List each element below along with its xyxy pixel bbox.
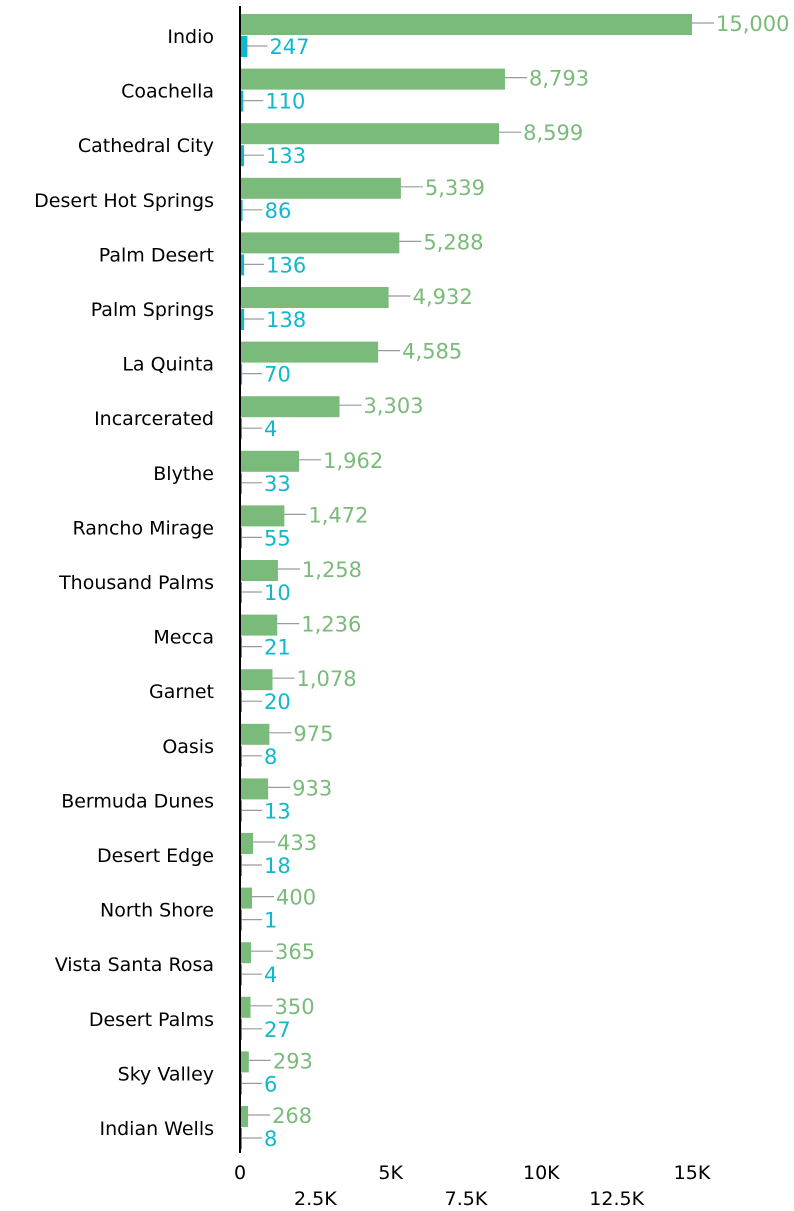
bar-series-1 <box>240 888 252 909</box>
data-label-series-1: 400 <box>276 886 316 910</box>
category-label: Sky Valley <box>118 1063 214 1085</box>
bar-series-1 <box>240 396 340 417</box>
bar-series-1 <box>240 123 499 144</box>
bar-series-1 <box>240 342 378 363</box>
bar-series-1 <box>240 560 278 581</box>
bar-series-1 <box>240 997 251 1018</box>
category-label: Indio <box>167 26 214 48</box>
data-label-series-1: 15,000 <box>716 12 789 36</box>
bar-series-2 <box>240 36 247 57</box>
data-label-series-2: 136 <box>266 253 306 277</box>
data-label-series-2: 247 <box>269 35 309 59</box>
bar-series-1 <box>240 287 389 308</box>
category-label: Palm Desert <box>99 244 214 266</box>
data-label-series-1: 4,932 <box>413 285 473 309</box>
category-label: Thousand Palms <box>58 572 214 594</box>
category-label: Mecca <box>153 627 214 649</box>
category-label: Rancho Mirage <box>73 517 215 539</box>
x-tick-label: 2.5K <box>294 1188 337 1210</box>
x-tick-label: 5K <box>378 1162 403 1184</box>
x-tick-label: 12.5K <box>589 1188 644 1210</box>
category-label: Cathedral City <box>78 135 214 157</box>
bar-series-1 <box>240 833 253 854</box>
data-label-series-1: 3,303 <box>364 394 424 418</box>
category-label: Coachella <box>121 81 214 103</box>
category-label: Indian Wells <box>99 1118 214 1140</box>
bar-series-1 <box>240 451 299 472</box>
data-label-series-1: 293 <box>273 1049 313 1073</box>
x-tick-label: 15K <box>674 1162 711 1184</box>
bar-series-1 <box>240 1051 249 1072</box>
data-label-series-1: 5,339 <box>425 176 485 200</box>
data-label-series-2: 21 <box>264 636 291 660</box>
category-label: Incarcerated <box>94 408 214 430</box>
bar-series-1 <box>240 778 268 799</box>
data-label-series-2: 20 <box>264 690 291 714</box>
category-label: Vista Santa Rosa <box>55 954 214 976</box>
x-tick-label: 7.5K <box>445 1188 488 1210</box>
category-label: Desert Hot Springs <box>34 190 214 212</box>
bar-series-1 <box>240 69 505 90</box>
data-label-series-2: 86 <box>265 199 292 223</box>
data-label-series-2: 4 <box>264 417 277 441</box>
category-label: Bermuda Dunes <box>61 790 214 812</box>
data-label-series-1: 933 <box>292 776 332 800</box>
category-label: Desert Palms <box>89 1009 214 1031</box>
category-label: Garnet <box>149 681 214 703</box>
data-label-series-2: 6 <box>264 1072 277 1096</box>
data-label-series-2: 133 <box>266 144 306 168</box>
data-label-series-2: 4 <box>264 963 277 987</box>
data-label-series-1: 268 <box>272 1104 312 1128</box>
data-label-series-2: 18 <box>264 854 291 878</box>
data-label-series-1: 8,793 <box>529 67 589 91</box>
data-label-series-2: 27 <box>264 1018 291 1042</box>
data-label-series-1: 1,078 <box>296 667 356 691</box>
data-label-series-1: 1,236 <box>301 613 361 637</box>
category-label: La Quinta <box>122 354 214 376</box>
category-label: North Shore <box>100 900 214 922</box>
data-label-series-1: 350 <box>275 995 315 1019</box>
data-label-series-1: 975 <box>293 722 333 746</box>
bar-series-1 <box>240 669 272 690</box>
category-label: Oasis <box>162 736 214 758</box>
bar-series-1 <box>240 178 401 199</box>
category-label: Desert Edge <box>97 845 214 867</box>
data-label-series-2: 70 <box>264 363 291 387</box>
data-label-series-1: 365 <box>275 940 315 964</box>
category-labels: Indio Coachella Cathedral City Desert Hot S… <box>34 26 214 1140</box>
x-axis-ticks: 0 2.5K 5K 7.5K 10K 12.5K 15K <box>234 1162 711 1210</box>
data-label-series-2: 138 <box>266 308 306 332</box>
bar-series-1 <box>240 942 251 963</box>
x-tick-label: 10K <box>523 1162 560 1184</box>
data-label-series-1: 8,599 <box>523 121 583 145</box>
data-label-series-2: 10 <box>264 581 291 605</box>
data-label-series-2: 33 <box>264 472 291 496</box>
data-label-series-1: 433 <box>277 831 317 855</box>
category-label: Palm Springs <box>91 299 214 321</box>
data-label-series-1: 4,585 <box>402 340 462 364</box>
data-label-series-2: 110 <box>265 90 305 114</box>
data-label-series-2: 13 <box>264 799 291 823</box>
bar-series-1 <box>240 232 399 253</box>
bar-series-1 <box>240 724 269 745</box>
data-label-series-1: 5,288 <box>423 230 483 254</box>
data-label-series-2: 8 <box>264 745 277 769</box>
bar-series-1 <box>240 14 692 35</box>
bar-series-1 <box>240 615 277 636</box>
data-label-series-1: 1,962 <box>323 449 383 473</box>
data-label-series-2: 8 <box>264 1127 277 1151</box>
data-label-series-2: 55 <box>264 526 291 550</box>
x-tick-label: 0 <box>234 1162 246 1184</box>
data-label-series-1: 1,258 <box>302 558 362 582</box>
bar-series-1 <box>240 505 284 526</box>
category-label: Blythe <box>153 463 214 485</box>
data-label-series-2: 1 <box>264 909 277 933</box>
bar-series-1 <box>240 1106 248 1127</box>
data-label-series-1: 1,472 <box>308 503 368 527</box>
